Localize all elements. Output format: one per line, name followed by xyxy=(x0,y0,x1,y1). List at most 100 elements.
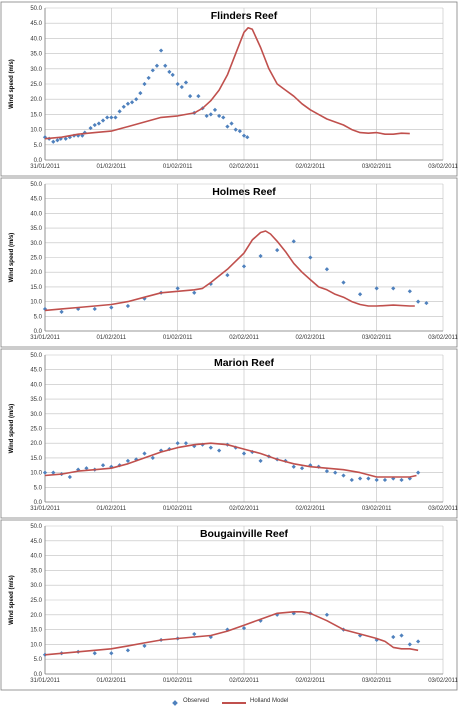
y-tick-label: 25.0 xyxy=(30,598,42,604)
x-tick-label: 03/02/2011 xyxy=(428,678,458,684)
observed-point xyxy=(416,639,421,644)
x-tick-label: 31/01/2011 xyxy=(30,678,60,684)
x-tick-label: 02/02/2011 xyxy=(229,335,259,341)
observed-point xyxy=(221,115,226,120)
legend-model-line xyxy=(222,702,246,704)
chart-title: Marion Reef xyxy=(214,357,275,369)
observed-point xyxy=(333,470,338,475)
y-tick-label: 45.0 xyxy=(30,21,42,27)
x-tick-label: 02/02/2011 xyxy=(229,164,259,170)
chart-title: Bougainville Reef xyxy=(200,528,289,540)
y-tick-label: 20.0 xyxy=(30,97,42,103)
observed-point xyxy=(374,477,379,483)
y-axis-label: Wind speed (m/s) xyxy=(9,575,15,625)
observed-point xyxy=(233,127,238,132)
observed-point xyxy=(366,476,371,481)
observed-point xyxy=(357,476,363,481)
y-tick-label: 5.0 xyxy=(34,314,43,320)
observed-point xyxy=(192,444,197,449)
y-tick-label: 45.0 xyxy=(30,197,42,203)
observed-point xyxy=(291,464,296,469)
legend-observed-marker xyxy=(172,700,178,706)
observed-point xyxy=(349,477,354,483)
x-tick-label: 03/02/2011 xyxy=(362,335,392,341)
observed-point xyxy=(92,651,97,656)
observed-point xyxy=(324,469,330,474)
observed-point xyxy=(299,466,305,471)
observed-point xyxy=(150,68,155,73)
observed-point xyxy=(324,612,330,617)
observed-point xyxy=(407,289,412,294)
observed-point xyxy=(237,129,242,134)
y-tick-label: 45.0 xyxy=(30,539,42,545)
model-line xyxy=(44,611,419,656)
observed-point xyxy=(357,633,363,638)
x-tick-label: 01/02/2011 xyxy=(163,164,193,170)
observed-point xyxy=(113,115,118,120)
y-tick-label: 5.0 xyxy=(34,143,43,149)
observed-point xyxy=(241,133,247,138)
observed-point xyxy=(225,627,230,632)
model-line xyxy=(44,442,417,478)
x-tick-label: 01/02/2011 xyxy=(163,506,193,512)
x-tick-label: 01/02/2011 xyxy=(97,335,127,341)
observed-point xyxy=(42,470,48,475)
observed-point xyxy=(84,466,89,471)
observed-point xyxy=(241,264,247,269)
legend-observed-label: Observed xyxy=(183,698,210,704)
observed-point xyxy=(183,80,189,85)
observed-point xyxy=(117,109,122,114)
observed-point xyxy=(407,642,412,647)
observed-point xyxy=(142,296,147,301)
observed-point xyxy=(291,611,296,616)
y-tick-label: 25.0 xyxy=(30,82,42,88)
y-tick-label: 0.0 xyxy=(34,500,43,506)
observed-point xyxy=(109,464,114,469)
observed-point xyxy=(125,458,131,463)
x-tick-label: 03/02/2011 xyxy=(362,164,392,170)
y-tick-label: 0.0 xyxy=(34,672,43,678)
observed-point xyxy=(217,113,222,119)
observed-point xyxy=(76,467,81,472)
model-line xyxy=(44,27,410,140)
observed-point xyxy=(225,124,230,129)
observed-point xyxy=(109,115,114,120)
observed-point xyxy=(416,470,421,475)
observed-point xyxy=(167,69,172,74)
observed-point xyxy=(424,300,429,306)
y-tick-label: 50.0 xyxy=(30,353,42,359)
observed-point xyxy=(109,305,114,310)
observed-point xyxy=(125,101,131,106)
y-axis-label: Wind speed (m/s) xyxy=(9,233,15,283)
observed-point xyxy=(55,138,60,143)
y-tick-label: 45.0 xyxy=(30,368,42,374)
observed-point xyxy=(416,299,421,304)
y-axis-label: Wind speed (m/s) xyxy=(9,404,15,454)
y-tick-label: 0.0 xyxy=(34,158,43,164)
chart-title: Holmes Reef xyxy=(212,186,276,198)
observed-point xyxy=(100,118,106,123)
x-tick-label: 03/02/2011 xyxy=(362,678,392,684)
observed-point xyxy=(188,94,193,99)
observed-point xyxy=(158,48,164,53)
y-tick-label: 5.0 xyxy=(34,657,43,663)
y-tick-label: 5.0 xyxy=(34,485,43,491)
y-tick-label: 15.0 xyxy=(30,112,42,118)
y-tick-label: 30.0 xyxy=(30,67,42,73)
observed-point xyxy=(138,91,143,96)
legend: Observed Holland Model xyxy=(0,698,459,710)
observed-point xyxy=(109,651,114,656)
observed-point xyxy=(217,448,222,453)
x-tick-label: 02/02/2011 xyxy=(296,678,326,684)
observed-point xyxy=(382,477,388,483)
y-tick-label: 10.0 xyxy=(30,300,42,306)
observed-point xyxy=(245,135,250,140)
y-tick-label: 0.0 xyxy=(34,329,43,335)
observed-point xyxy=(125,648,131,653)
observed-point xyxy=(324,267,330,272)
observed-point xyxy=(357,292,363,297)
x-tick-label: 01/02/2011 xyxy=(163,335,193,341)
y-tick-label: 35.0 xyxy=(30,52,42,58)
chart-title: Flinders Reef xyxy=(211,10,278,22)
